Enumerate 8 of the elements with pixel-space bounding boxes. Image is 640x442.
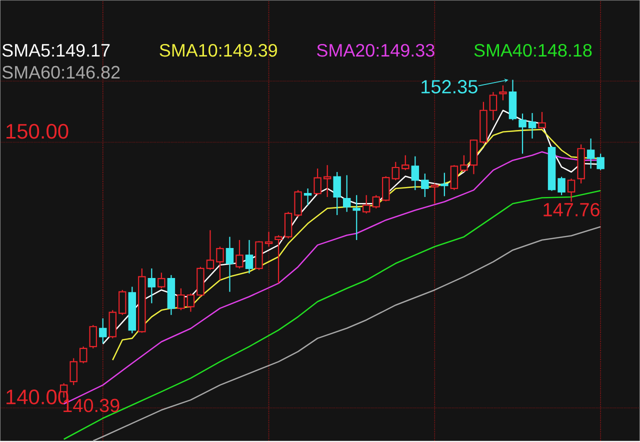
text: SMA10:149.39 (160, 44, 277, 57)
text: SMA20:149.33 (317, 44, 434, 57)
text: SMA60:146.82 (2, 66, 120, 79)
text: SMA5:149.17 (2, 44, 110, 57)
y-tick-label: 150.00 (6, 124, 68, 139)
text: SMA40:148.18 (474, 44, 592, 57)
annotation: 147.76 (544, 203, 600, 217)
annotation: 152.35 (422, 80, 478, 94)
